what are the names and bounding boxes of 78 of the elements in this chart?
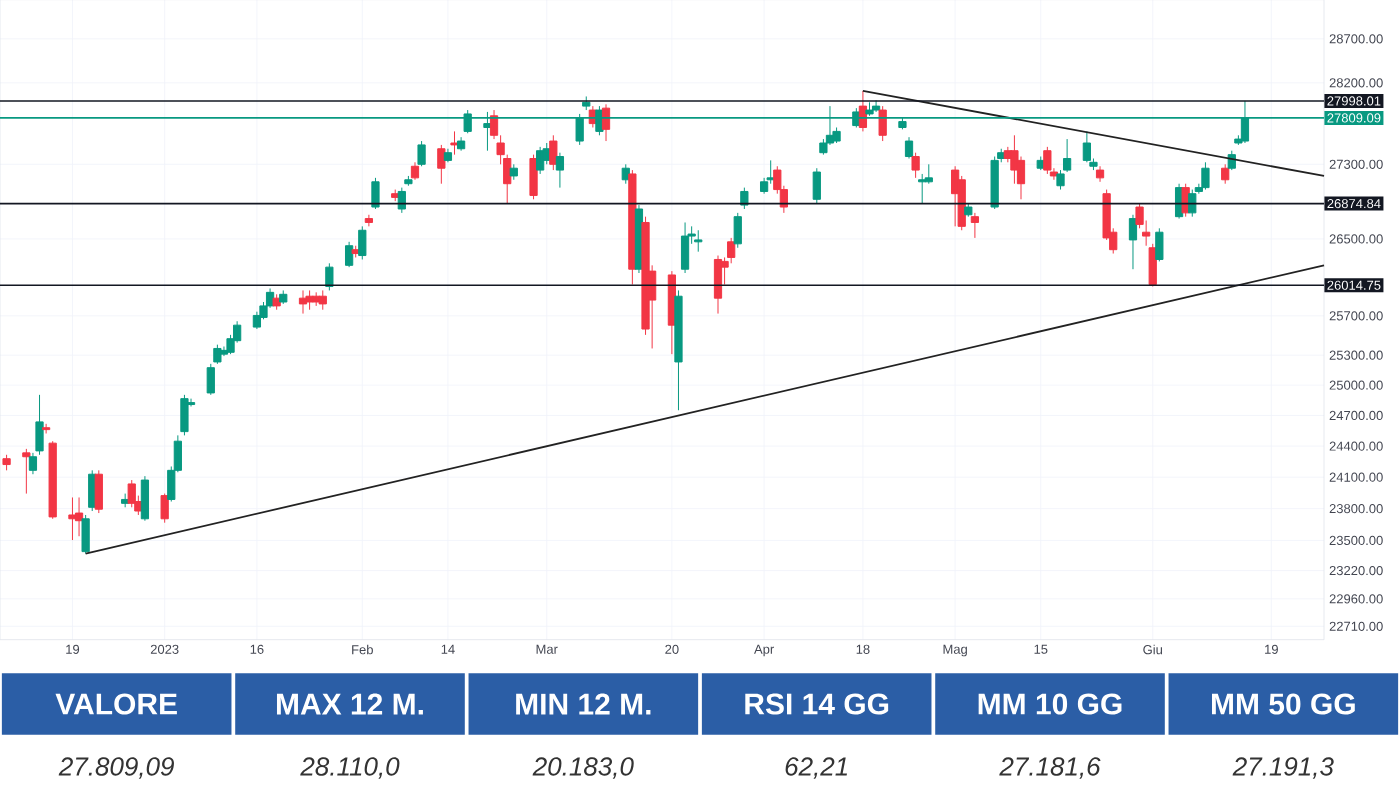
candlestick (410, 161, 420, 181)
candlestick (555, 152, 565, 189)
candlestick (371, 177, 380, 210)
category-label: RSI 14 GG (745, 693, 889, 715)
candlestick (694, 229, 703, 253)
candlestick (549, 134, 558, 171)
candlestick (272, 293, 281, 311)
candlestick (990, 156, 999, 210)
text: 20.183,0 (532, 757, 634, 779)
candlestick (213, 344, 222, 365)
candlestick (305, 289, 314, 311)
candlestick (325, 262, 334, 291)
candlestick (878, 105, 887, 142)
candlestick (48, 440, 57, 520)
candlestick (298, 289, 308, 315)
text: 27.191,3 (1232, 757, 1334, 779)
candlestick (529, 154, 538, 200)
candlestick (74, 496, 84, 537)
candlestick (35, 394, 44, 456)
text: 27.181,6 (999, 757, 1101, 779)
candlestick (279, 289, 288, 305)
category-label: MM 50 GG (1212, 693, 1355, 715)
candlestick (904, 136, 914, 160)
candlestick (417, 140, 426, 167)
candlestick (443, 148, 453, 163)
candlestick (1188, 189, 1197, 218)
text: 28.110,0 (300, 757, 400, 779)
candlestick (680, 221, 690, 274)
candlestick (351, 245, 360, 258)
candlestick (858, 90, 868, 132)
candlestick (22, 448, 31, 495)
category-label: MIN 12 M. (516, 693, 651, 715)
candlestick (140, 475, 150, 522)
candlestick (450, 130, 459, 156)
category-label: VALORE (55, 693, 177, 715)
candlestick (180, 394, 189, 436)
category-label: MAX 12 M. (276, 693, 423, 715)
candlestick (160, 493, 169, 524)
candlestick (364, 214, 373, 227)
text: 62,21 (785, 757, 847, 779)
candlestick (28, 452, 38, 475)
candlestick (1043, 146, 1052, 175)
candlestick (1221, 163, 1230, 185)
candlestick (509, 163, 518, 181)
candlestick (1082, 130, 1091, 163)
category-label: MM 10 GG (978, 693, 1122, 715)
candlestick (344, 241, 354, 268)
candlestick (391, 189, 400, 202)
candlestick (404, 175, 413, 187)
candlestick (2, 454, 11, 471)
candlestick (601, 103, 611, 142)
candlestick (911, 152, 920, 179)
candlestick (68, 496, 77, 541)
candlestick (733, 212, 742, 249)
candlestick (437, 144, 446, 185)
candlestick (81, 514, 90, 555)
candlestick (1148, 243, 1157, 288)
candlestick (358, 225, 367, 260)
candlestick (871, 99, 881, 113)
candlestick (94, 469, 103, 514)
candlestick (1201, 161, 1210, 191)
candlestick (397, 187, 406, 214)
candlestick (318, 289, 327, 311)
candlestick (674, 289, 683, 411)
candlestick (127, 479, 136, 508)
candlestick (740, 187, 749, 210)
candlestick (951, 165, 960, 227)
candlestick (456, 136, 466, 152)
candlestick (582, 95, 591, 111)
candlestick (1128, 214, 1138, 270)
text: 27.809,09 (58, 757, 174, 779)
candlestick (970, 212, 980, 239)
candlestick (1155, 227, 1164, 262)
candlestick (713, 255, 723, 315)
candlestick (812, 167, 821, 204)
candlestick (206, 363, 215, 396)
candlestick (1095, 165, 1105, 183)
candlestick (964, 202, 973, 218)
